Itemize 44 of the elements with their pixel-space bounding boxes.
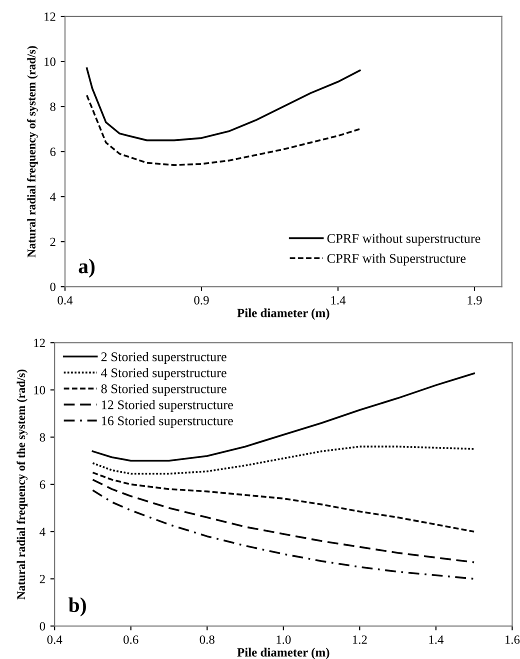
- line-series: [92, 446, 475, 475]
- y-tick-label: 4: [50, 192, 56, 201]
- y-tick-label: 6: [50, 148, 56, 156]
- legend-label: CPRF with Superstructure: [327, 254, 466, 266]
- y-axis-title: Natural radial frequency of system (rad/s): [27, 46, 38, 258]
- y-tick-label: 2: [40, 574, 45, 584]
- x-tick-label: 0.9: [194, 296, 209, 305]
- line-series: [92, 489, 475, 580]
- y-tick-label: 6: [40, 480, 46, 489]
- x-axis-title: Pile diameter (m): [237, 648, 330, 659]
- y-tick-label: 8: [50, 102, 56, 111]
- y-tick-label: 12: [34, 338, 45, 348]
- x-axis-title: Pile diameter (m): [237, 308, 330, 320]
- y-tick-label: 10: [34, 386, 46, 394]
- x-tick-label: 1.6: [505, 635, 520, 644]
- x-tick-label: 0.4: [47, 635, 62, 644]
- x-tick-label: 0.4: [58, 296, 73, 305]
- y-tick-label: 12: [44, 12, 56, 21]
- legend-label: 8 Storied superstructure: [101, 384, 226, 396]
- legend-label: 16 Storied superstructure: [102, 416, 233, 428]
- y-tick-label: 2: [50, 238, 56, 246]
- x-tick-label: 1.9: [468, 296, 482, 305]
- legend-label: 2 Storied superstructure: [101, 352, 226, 364]
- y-tick-label: 0: [40, 622, 46, 631]
- y-tick-label: 10: [44, 58, 56, 66]
- x-tick-label: 1.0: [276, 635, 291, 644]
- line-series: [92, 478, 475, 564]
- x-tick-label: 1.4: [331, 296, 346, 305]
- legend-label: 4 Storied superstructure: [101, 368, 226, 380]
- x-tick-label: 0.8: [200, 635, 214, 644]
- annotation: b): [68, 597, 86, 616]
- x-tick-label: 1.4: [429, 636, 444, 644]
- x-tick-label: 1.2: [352, 635, 367, 644]
- y-axis-title: Natural radial frequency of the system (rad/s): [16, 370, 28, 600]
- x-tick-label: 0.6: [124, 635, 138, 644]
- line-series: [86, 94, 361, 166]
- annotation: a): [78, 258, 95, 278]
- y-tick-label: 4: [40, 528, 46, 536]
- y-tick-label: 8: [40, 433, 46, 442]
- y-tick-label: 0: [50, 282, 56, 292]
- line-series: [92, 472, 475, 532]
- legend-label: CPRF without superstructure: [327, 234, 480, 246]
- line-series: [86, 67, 361, 142]
- legend-label: 12 Storied superstructure: [102, 400, 233, 412]
